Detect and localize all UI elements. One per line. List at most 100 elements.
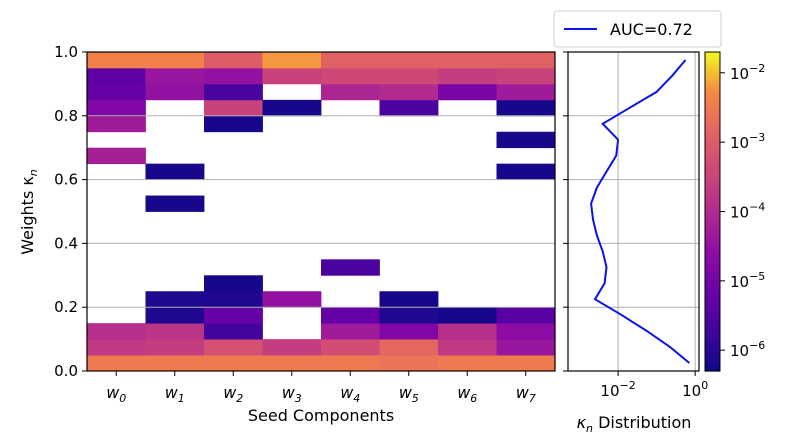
distribution-gridlines xyxy=(568,52,699,371)
colorbar-band xyxy=(705,211,720,217)
distribution-line xyxy=(590,59,691,364)
colorbar-band xyxy=(705,127,720,133)
heatmap-cell-w3-0.90 xyxy=(262,67,322,85)
colorbar-band xyxy=(705,263,720,268)
heatmap-cell-w0-0.85 xyxy=(87,83,146,101)
heatmap-y-label: Weights κn xyxy=(18,169,40,255)
colorbar-band xyxy=(705,355,720,360)
colorbar-band xyxy=(705,295,720,300)
colorbar-band xyxy=(705,307,720,312)
colorbar-band xyxy=(705,67,720,73)
heatmap-x-tick-label: w7 xyxy=(516,383,536,405)
colorbar-band xyxy=(705,119,720,125)
colorbar-band xyxy=(705,219,720,225)
heatmap-cells xyxy=(87,52,556,372)
heatmap-cell-w6-0.05 xyxy=(438,339,497,356)
colorbar-tick-label: 10−6 xyxy=(730,339,765,360)
heatmap-cell-w5-0.05 xyxy=(379,339,439,356)
colorbar-band xyxy=(705,275,720,280)
colorbar-band xyxy=(705,171,720,177)
colorbar-band xyxy=(705,323,720,328)
heatmap-cell-w7-0.05 xyxy=(496,339,556,356)
colorbar-band xyxy=(705,227,720,233)
colorbar-band xyxy=(705,243,720,248)
colorbar-band xyxy=(705,143,720,149)
heatmap-cell-w0-0.05 xyxy=(87,339,146,356)
colorbar-band xyxy=(705,287,720,292)
heatmap-cell-w2-0.85 xyxy=(204,83,263,101)
colorbar-band xyxy=(705,59,720,65)
heatmap-cell-w1-0.50 xyxy=(145,195,205,212)
colorbar-band xyxy=(705,107,720,113)
heatmap-cell-w0-0.10 xyxy=(87,323,146,340)
heatmap-cell-w7-0.85 xyxy=(496,83,556,101)
colorbar-band xyxy=(705,139,720,145)
colorbar-band xyxy=(705,99,720,105)
heatmap-cell-w3-0.00 xyxy=(262,355,322,372)
heatmap-cell-w5-0.20 xyxy=(379,291,439,308)
heatmap-cell-w3-0.20 xyxy=(262,291,322,308)
colorbar-band xyxy=(705,279,720,284)
colorbar-gradient xyxy=(705,52,720,372)
heatmap-cell-w1-0.15 xyxy=(145,307,205,324)
colorbar-band xyxy=(705,283,720,288)
colorbar-band xyxy=(705,63,720,69)
colorbar-band xyxy=(705,187,720,193)
heatmap-cell-w2-0.10 xyxy=(204,323,263,340)
colorbar-band xyxy=(705,303,720,308)
heatmap-cell-w1-0.90 xyxy=(145,67,205,85)
heatmap-frame xyxy=(86,51,556,372)
distribution-frame xyxy=(567,51,700,372)
colorbar-band xyxy=(705,343,720,348)
heatmap-cell-w5-0.15 xyxy=(379,307,439,324)
heatmap-x-tick-label: w0 xyxy=(106,383,126,405)
distribution-x-tick-label: 100 xyxy=(682,379,708,400)
heatmap-cell-w6-0.85 xyxy=(438,83,497,101)
heatmap-cell-w2-0.80 xyxy=(204,99,263,117)
heatmap-y-tick-label: 0.0 xyxy=(54,362,78,380)
colorbar-ticks: 10−2 10−3 10−4 10−5 10−6 xyxy=(720,62,765,360)
heatmap-y-tick-label: 0.8 xyxy=(54,107,78,125)
colorbar-band xyxy=(705,367,720,372)
colorbar-band xyxy=(705,315,720,320)
colorbar-band xyxy=(705,351,720,356)
colorbar-band xyxy=(705,231,720,237)
colorbar-band xyxy=(705,131,720,137)
distribution-x-tick-label: 10−2 xyxy=(600,379,635,400)
legend-box xyxy=(553,10,722,48)
colorbar-band xyxy=(705,335,720,340)
heatmap-cell-w7-0.90 xyxy=(496,67,556,85)
heatmap-cell-w0-0.95 xyxy=(87,52,146,69)
heatmap-cell-w5-0.95 xyxy=(379,52,439,69)
heatmap-cell-w7-0.80 xyxy=(496,99,556,117)
colorbar-band xyxy=(705,103,720,109)
heatmap-y-ticks: 0.0 0.2 0.4 0.6 0.8 1.0 xyxy=(54,43,87,380)
colorbar-band xyxy=(705,199,720,205)
colorbar: 10−2 10−3 10−4 10−5 10−6 xyxy=(704,51,765,372)
heatmap-cell-w0-0.90 xyxy=(87,67,146,85)
heatmap-y-tick-label: 0.4 xyxy=(54,234,78,252)
heatmap-cell-w0-0.75 xyxy=(87,115,146,133)
heatmap-cell-w4-0.85 xyxy=(321,83,380,101)
colorbar-band xyxy=(705,195,720,201)
colorbar-band xyxy=(705,223,720,229)
heatmap-cell-w2-0.25 xyxy=(204,275,263,292)
colorbar-band xyxy=(705,267,720,272)
heatmap-cell-w6-0.10 xyxy=(438,323,497,340)
colorbar-band xyxy=(705,215,720,221)
heatmap-cell-w1-0.05 xyxy=(145,339,205,356)
colorbar-band xyxy=(705,299,720,304)
heatmap-cell-w5-0.00 xyxy=(379,355,439,372)
colorbar-band xyxy=(705,75,720,81)
heatmap-cell-w4-0.95 xyxy=(321,52,380,69)
heatmap-x-tick-label: w1 xyxy=(165,383,185,405)
colorbar-tick-label: 10−5 xyxy=(730,270,765,291)
colorbar-band xyxy=(705,163,720,169)
colorbar-tick-label: 10−3 xyxy=(730,131,765,152)
heatmap-cell-w5-0.10 xyxy=(379,323,439,340)
heatmap-cell-w3-0.80 xyxy=(262,99,322,117)
legend: AUC=0.72 xyxy=(553,10,722,48)
colorbar-band xyxy=(705,83,720,89)
heatmap-x-tick-label: w4 xyxy=(340,383,360,405)
heatmap-cell-w4-0.00 xyxy=(321,355,380,372)
